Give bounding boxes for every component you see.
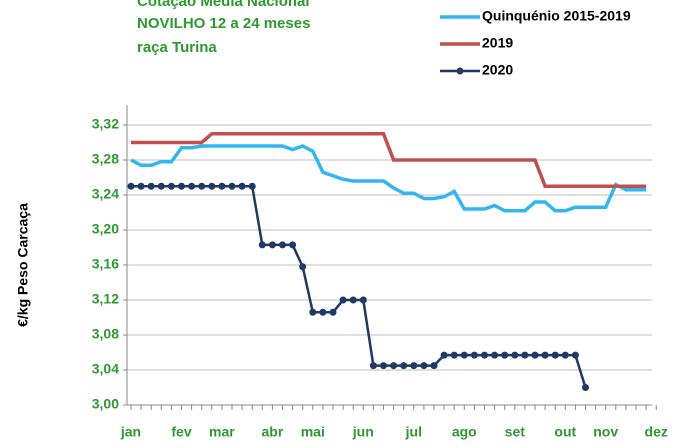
data-point bbox=[440, 351, 448, 359]
data-point bbox=[369, 362, 377, 370]
data-point bbox=[289, 241, 297, 249]
data-point bbox=[137, 182, 145, 190]
series-line bbox=[131, 132, 647, 188]
data-point bbox=[450, 351, 458, 359]
x-tick-label: mar bbox=[209, 424, 235, 440]
x-tick-label: fev bbox=[171, 424, 191, 440]
x-tick-label: mai bbox=[301, 424, 325, 440]
data-point bbox=[582, 384, 589, 391]
data-point bbox=[521, 351, 529, 359]
data-point bbox=[228, 182, 236, 190]
data-point bbox=[551, 351, 559, 359]
legend-label: 2019 bbox=[482, 35, 513, 51]
data-point bbox=[561, 351, 569, 359]
series-line bbox=[131, 185, 587, 388]
x-tick-label: nov bbox=[593, 424, 618, 440]
data-point bbox=[460, 351, 468, 359]
data-point bbox=[208, 182, 216, 190]
chart-title: NOVILHO 12 a 24 meses bbox=[137, 15, 310, 32]
y-tick-label: 3,20 bbox=[92, 221, 119, 237]
data-point bbox=[188, 182, 196, 190]
x-tick-label: jul bbox=[405, 424, 422, 440]
data-point bbox=[430, 362, 438, 370]
x-tick-label: abr bbox=[262, 424, 284, 440]
y-tick-label: 3,28 bbox=[92, 151, 119, 167]
chart-title: raça Turina bbox=[137, 39, 217, 56]
x-tick-label: set bbox=[505, 424, 526, 440]
data-point bbox=[380, 362, 387, 370]
data-point bbox=[420, 362, 428, 370]
data-point bbox=[248, 182, 256, 190]
x-tick-label: dez bbox=[645, 424, 668, 440]
y-tick-label: 3,12 bbox=[92, 291, 119, 307]
legend-marker bbox=[456, 67, 464, 75]
data-point bbox=[218, 182, 226, 190]
data-point bbox=[541, 351, 549, 359]
y-axis-label: €/kg Peso Carcaça bbox=[15, 203, 31, 327]
data-point bbox=[571, 351, 579, 359]
x-tick-label: jun bbox=[352, 424, 374, 440]
data-point bbox=[531, 351, 539, 359]
data-point bbox=[309, 308, 317, 316]
y-tick-label: 3,32 bbox=[92, 116, 119, 132]
data-point bbox=[359, 296, 367, 304]
legend-label: 2020 bbox=[482, 62, 513, 78]
data-point bbox=[198, 182, 206, 190]
data-point bbox=[390, 362, 398, 370]
data-point bbox=[470, 351, 478, 359]
data-point bbox=[400, 362, 408, 370]
x-tick-label: jan bbox=[120, 424, 141, 440]
data-point bbox=[178, 182, 185, 190]
data-point bbox=[349, 296, 357, 304]
data-point bbox=[268, 241, 276, 249]
data-point bbox=[299, 263, 307, 271]
data-point bbox=[511, 351, 519, 359]
y-tick-label: 3,24 bbox=[92, 186, 119, 202]
data-point bbox=[329, 308, 337, 316]
data-point bbox=[127, 182, 135, 190]
data-point bbox=[481, 351, 488, 359]
data-point bbox=[238, 182, 246, 190]
data-point bbox=[167, 182, 175, 190]
y-tick-label: 3,16 bbox=[92, 256, 119, 272]
data-point bbox=[279, 241, 286, 249]
x-tick-label: ago bbox=[452, 424, 477, 440]
series-line bbox=[130, 144, 647, 213]
chart-title: Cotação Média Nacional bbox=[137, 0, 310, 10]
y-tick-label: 3,00 bbox=[92, 396, 119, 412]
data-point bbox=[491, 351, 499, 359]
data-point bbox=[339, 296, 347, 304]
data-point bbox=[410, 362, 418, 370]
data-point bbox=[157, 182, 165, 190]
x-tick-label: out bbox=[554, 424, 576, 440]
y-tick-label: 3,08 bbox=[92, 326, 119, 342]
data-point bbox=[501, 351, 509, 359]
legend-label: Quinquénio 2015-2019 bbox=[482, 8, 631, 24]
data-point bbox=[147, 182, 155, 190]
data-point bbox=[319, 308, 327, 316]
data-point bbox=[258, 241, 266, 249]
y-tick-label: 3,04 bbox=[92, 361, 119, 377]
